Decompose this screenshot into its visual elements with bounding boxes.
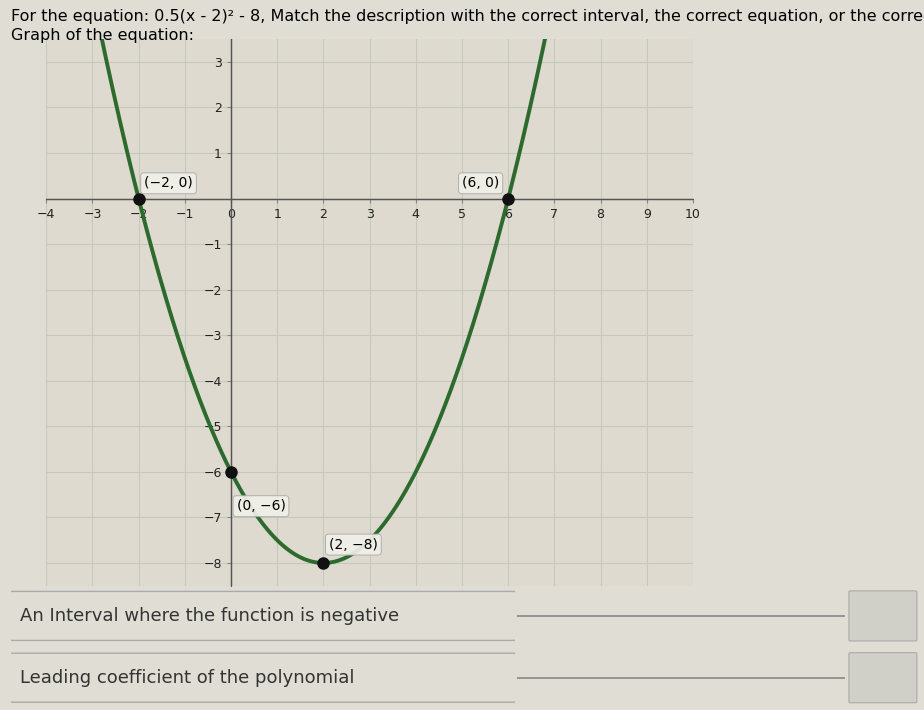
FancyBboxPatch shape <box>849 591 917 641</box>
Text: (6, 0): (6, 0) <box>462 176 499 190</box>
FancyBboxPatch shape <box>8 591 517 640</box>
Text: Graph of the equation:: Graph of the equation: <box>11 28 194 43</box>
FancyBboxPatch shape <box>849 652 917 703</box>
Text: (2, −8): (2, −8) <box>329 537 378 552</box>
Text: (0, −6): (0, −6) <box>237 499 286 513</box>
Text: Leading coefficient of the polynomial: Leading coefficient of the polynomial <box>20 669 355 687</box>
FancyBboxPatch shape <box>8 653 517 702</box>
Text: (−2, 0): (−2, 0) <box>144 176 193 190</box>
Text: For the equation: 0.5(x - 2)² - 8, Match the description with the correct interv: For the equation: 0.5(x - 2)² - 8, Match… <box>11 9 924 23</box>
Text: An Interval where the function is negative: An Interval where the function is negati… <box>20 607 399 625</box>
